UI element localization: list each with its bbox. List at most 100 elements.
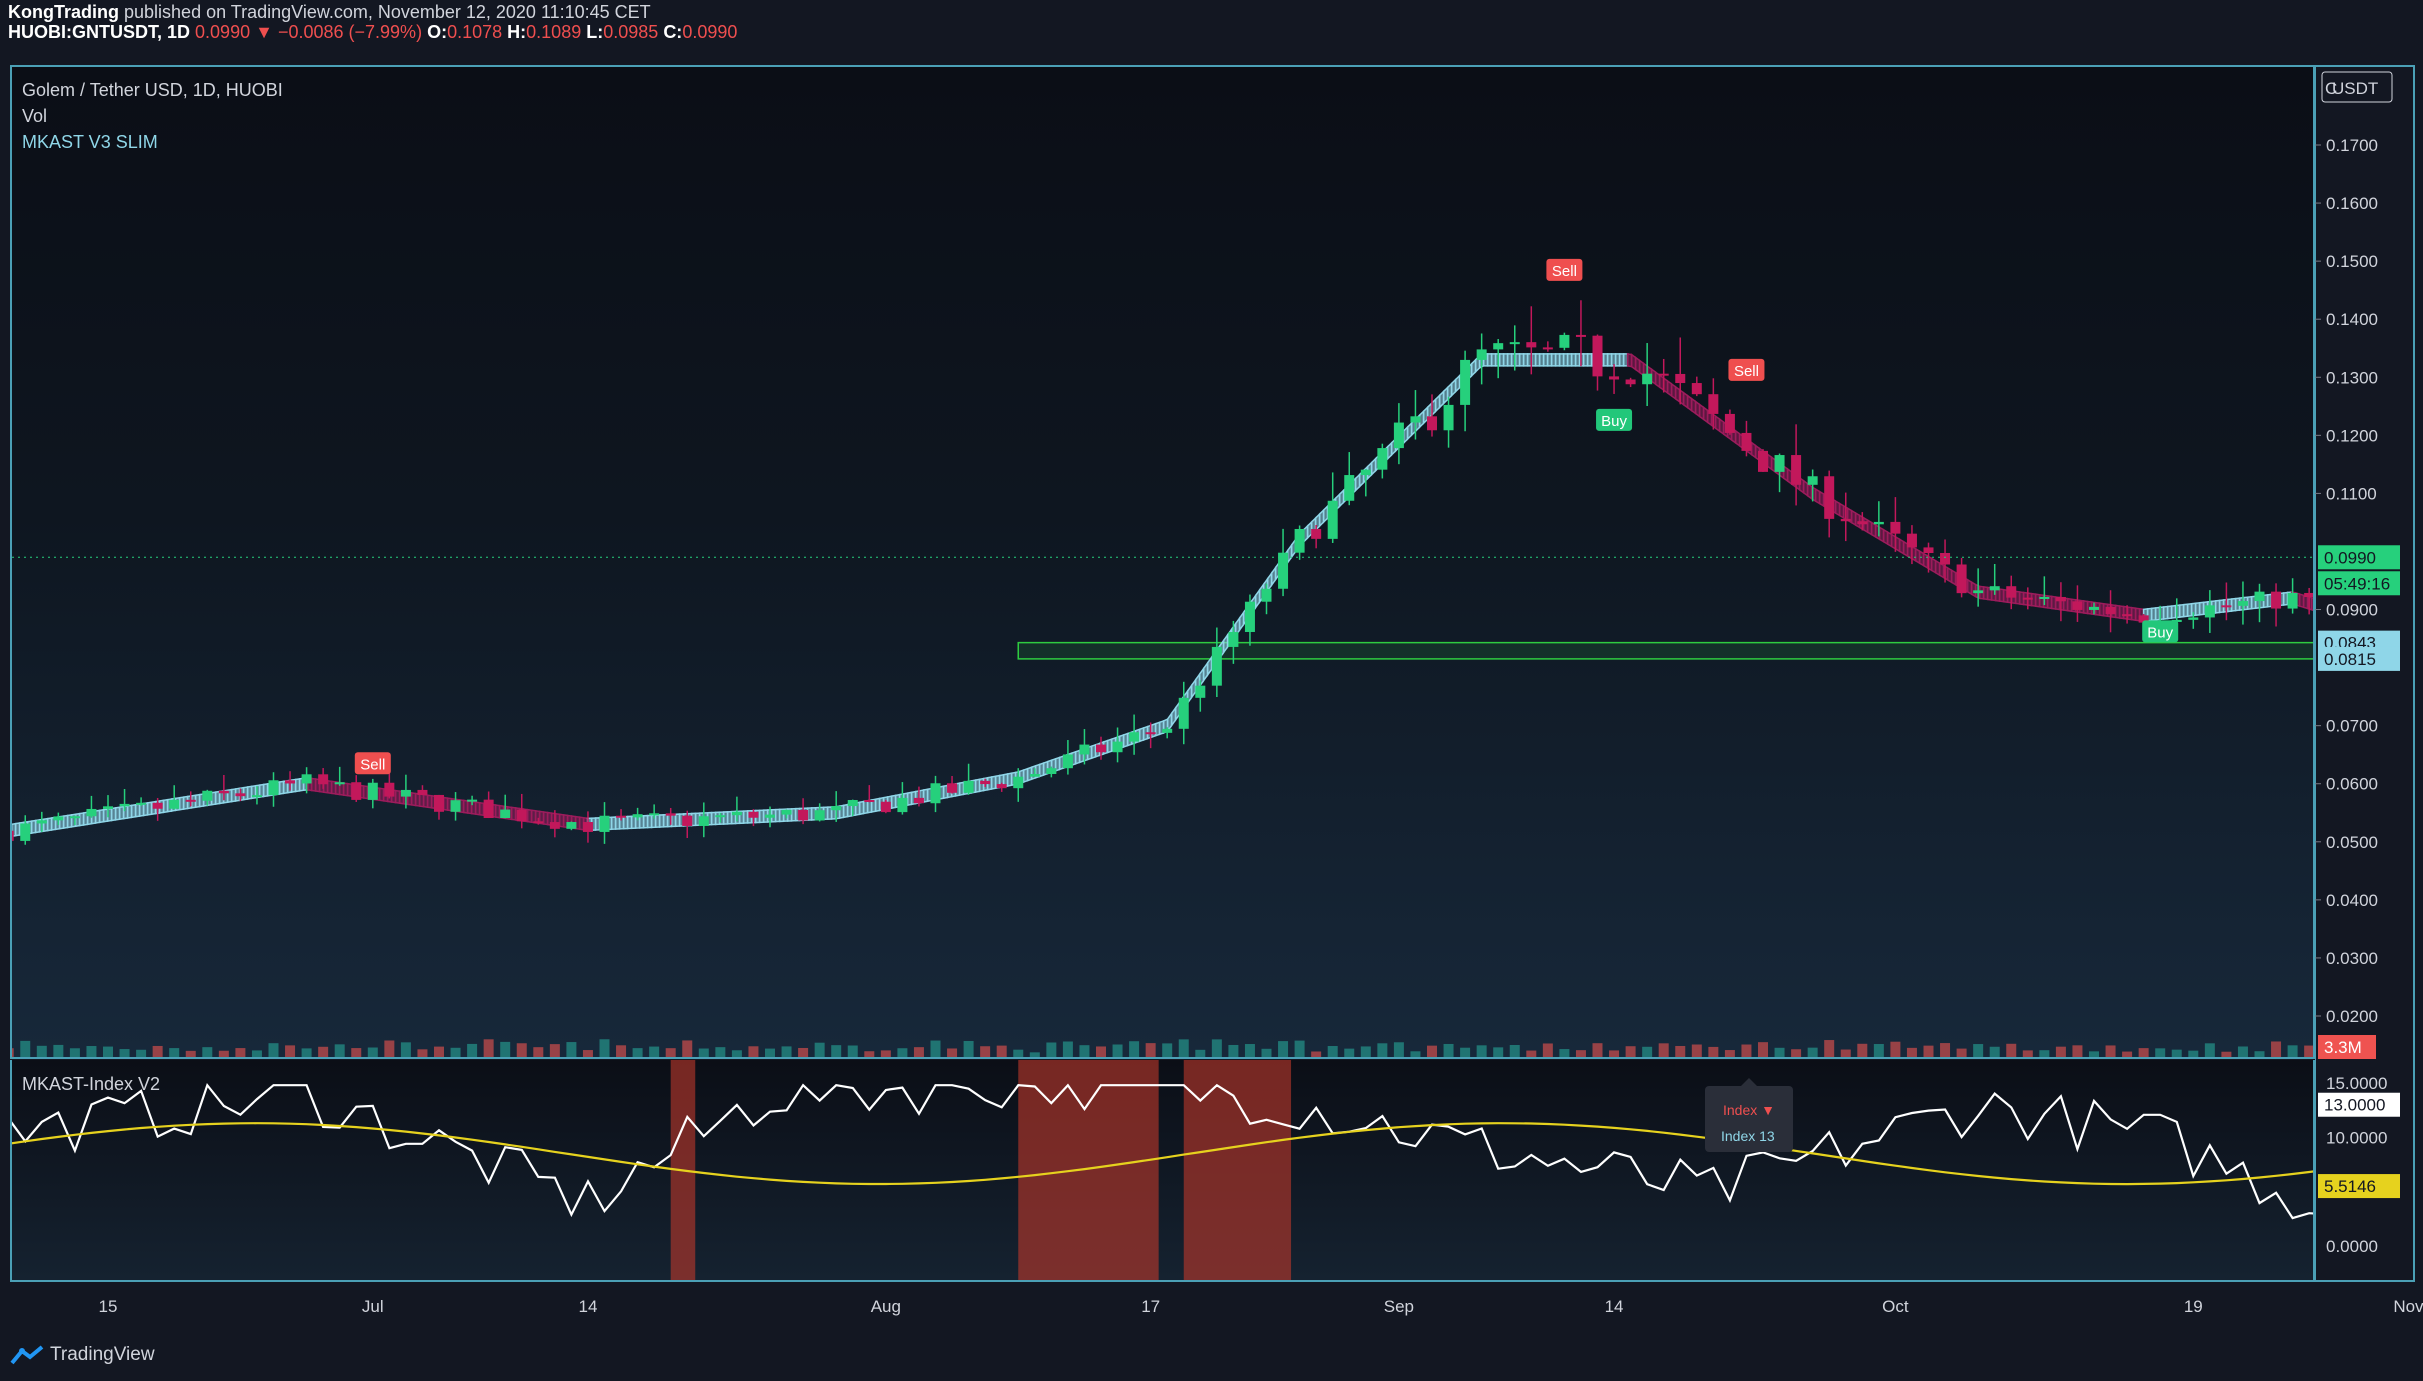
volume-bar: [12, 1048, 14, 1057]
candle: [2387, 616, 2397, 626]
volume-bar: [847, 1045, 858, 1057]
time-axis-label: 14: [1605, 1297, 1624, 1316]
candle: [2204, 605, 2215, 618]
volume-bar: [897, 1048, 908, 1057]
main-legend-title[interactable]: Golem / Tether USD, 1D, HUOBI: [22, 80, 283, 100]
volume-bar: [1393, 1042, 1404, 1057]
candle: [86, 808, 97, 817]
price-tick-label: 0.0500: [2326, 833, 2378, 852]
signal-label: Buy: [2147, 624, 2173, 641]
volume-bar: [1741, 1044, 1752, 1057]
volume-bar: [947, 1048, 958, 1057]
countdown-tag: [2318, 571, 2400, 596]
volume-bar: [698, 1048, 709, 1057]
volume-bar: [549, 1044, 560, 1057]
zone-bottom-tag-text: 0.0815: [2324, 650, 2376, 669]
candle: [417, 789, 428, 795]
down-arrow-icon: ▼: [255, 22, 273, 42]
candle: [20, 823, 31, 841]
volume-bar: [1427, 1045, 1437, 1057]
candle: [781, 809, 792, 815]
price-axis[interactable]: [2315, 65, 2415, 1282]
chart-svg[interactable]: SellSellBuySellBuyBuySellBuy 0.17000.160…: [0, 0, 2423, 1330]
volume-bar: [268, 1043, 279, 1057]
volume-bar: [400, 1042, 411, 1057]
price-tick-label: 0.1400: [2326, 310, 2378, 329]
price-change: −0.0086 (−7.99%): [277, 22, 423, 42]
candle: [450, 800, 461, 812]
candle: [682, 815, 693, 826]
candle: [947, 783, 958, 793]
volume-bar: [1758, 1042, 1768, 1057]
candle: [1443, 404, 1454, 431]
volume-bar: [2271, 1041, 2282, 1057]
volume-bar: [351, 1048, 362, 1057]
candle: [1360, 469, 1371, 476]
time-axis-label: Jul: [362, 1297, 384, 1316]
candle: [1278, 552, 1289, 589]
volume-bar: [2403, 1050, 2413, 1057]
index-legend[interactable]: MKAST-Index V2: [22, 1074, 161, 1094]
high-label: H:: [507, 22, 527, 42]
candle: [847, 800, 858, 807]
volume-bar: [1658, 1043, 1669, 1057]
candle: [218, 790, 229, 794]
candle: [698, 816, 709, 826]
candle: [864, 800, 875, 803]
publisher-name[interactable]: KongTrading: [8, 2, 119, 22]
candle: [1724, 413, 1735, 433]
price-tick-label: 0.1700: [2326, 136, 2378, 155]
candle: [1708, 394, 1719, 414]
tradingview-logo-text[interactable]: TradingView: [50, 1344, 155, 1365]
volume-bar: [1294, 1040, 1305, 1057]
volume-bar: [2039, 1050, 2050, 1057]
volume-bar: [1609, 1050, 1620, 1057]
candle: [996, 784, 1007, 789]
tooltip-line1: Index ▼: [1723, 1102, 1775, 1118]
signal-sell: Sell: [354, 752, 391, 775]
tooltip-pointer: [1741, 1078, 1757, 1086]
volume-bar: [53, 1044, 64, 1057]
time-axis-label: 14: [578, 1297, 597, 1316]
candle: [1046, 768, 1057, 774]
mkast-legend[interactable]: MKAST V3 SLIM: [22, 132, 158, 152]
volume-bar: [913, 1047, 924, 1057]
volume-legend[interactable]: Vol: [22, 106, 48, 126]
volume-bar: [996, 1045, 1007, 1057]
time-axis-label: 17: [1141, 1297, 1160, 1316]
volume-bar: [980, 1046, 991, 1057]
publish-info: published on TradingView.com, November 1…: [124, 2, 651, 22]
index-ma-tag-text: 5.5146: [2324, 1177, 2376, 1196]
volume-bar: [781, 1046, 792, 1057]
candle: [53, 816, 64, 821]
price-tick-label: 0.1500: [2326, 252, 2378, 271]
candle: [1691, 383, 1702, 395]
candle: [483, 799, 494, 819]
price-tick-label: 0.0600: [2326, 775, 2378, 794]
candle: [1923, 547, 1934, 553]
volume-bar: [169, 1048, 180, 1057]
currency-prefix: C: [2325, 79, 2337, 98]
symbol-label: HUOBI:GNTUSDT, 1D: [8, 22, 191, 42]
candle: [665, 813, 676, 816]
candle: [1956, 564, 1967, 594]
price-tick-label: 0.1200: [2326, 426, 2378, 445]
volume-bar: [1642, 1046, 1653, 1057]
mkast-band-segment: [2408, 627, 2412, 640]
time-axis-label: 19: [2184, 1297, 2203, 1316]
volume-bar: [1096, 1046, 1106, 1057]
last-price-tag: [2318, 545, 2400, 570]
candle: [152, 802, 163, 809]
candle: [1559, 334, 1570, 348]
volume-bar: [1261, 1048, 1272, 1057]
volume-bar: [119, 1049, 130, 1057]
candle: [103, 806, 113, 809]
volume-bar: [2287, 1045, 2298, 1057]
candle: [1112, 741, 1123, 753]
mkast-band-segment: [12, 823, 13, 838]
publish-line: KongTrading published on TradingView.com…: [8, 2, 651, 23]
candle: [1509, 342, 1520, 345]
candle: [1344, 475, 1355, 501]
volume-bar: [1013, 1049, 1024, 1057]
volume-bar: [1476, 1045, 1487, 1057]
